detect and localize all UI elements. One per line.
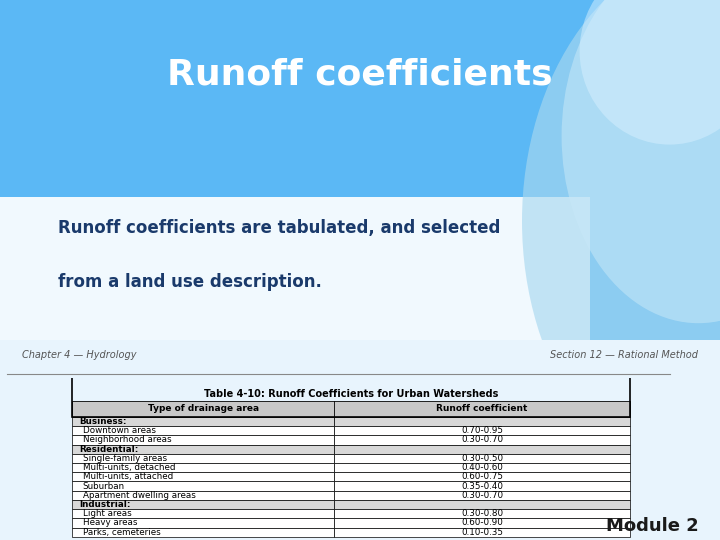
- Text: 0.30-0.80: 0.30-0.80: [461, 509, 503, 518]
- FancyBboxPatch shape: [334, 491, 630, 500]
- FancyBboxPatch shape: [72, 491, 334, 500]
- Text: Multi-units, detached: Multi-units, detached: [83, 463, 175, 472]
- FancyBboxPatch shape: [72, 482, 334, 491]
- Text: Section 12 — Rational Method: Section 12 — Rational Method: [550, 350, 698, 360]
- Text: Chapter 4 — Hydrology: Chapter 4 — Hydrology: [22, 350, 136, 360]
- Text: 0.70-0.95: 0.70-0.95: [461, 426, 503, 435]
- FancyBboxPatch shape: [334, 417, 630, 426]
- FancyBboxPatch shape: [334, 509, 630, 518]
- FancyBboxPatch shape: [72, 417, 334, 426]
- Text: Single-family areas: Single-family areas: [83, 454, 167, 463]
- FancyBboxPatch shape: [72, 435, 334, 444]
- Text: Industrial:: Industrial:: [79, 500, 131, 509]
- FancyBboxPatch shape: [72, 454, 334, 463]
- FancyBboxPatch shape: [72, 401, 630, 417]
- FancyBboxPatch shape: [72, 509, 334, 518]
- Text: Multi-units, attached: Multi-units, attached: [83, 472, 173, 481]
- Text: Light areas: Light areas: [83, 509, 132, 518]
- Text: Downtown areas: Downtown areas: [83, 426, 156, 435]
- Text: 0.30-0.70: 0.30-0.70: [461, 435, 503, 444]
- FancyBboxPatch shape: [72, 500, 334, 509]
- Ellipse shape: [580, 0, 720, 145]
- FancyBboxPatch shape: [334, 426, 630, 435]
- FancyBboxPatch shape: [0, 0, 720, 340]
- FancyBboxPatch shape: [334, 482, 630, 491]
- Text: 0.40-0.60: 0.40-0.60: [462, 463, 503, 472]
- FancyBboxPatch shape: [334, 463, 630, 472]
- Text: Runoff coefficient: Runoff coefficient: [436, 404, 528, 413]
- FancyBboxPatch shape: [0, 197, 590, 340]
- Ellipse shape: [562, 0, 720, 323]
- Text: 0.35-0.40: 0.35-0.40: [461, 482, 503, 490]
- Text: 0.60-0.75: 0.60-0.75: [461, 472, 503, 481]
- FancyBboxPatch shape: [334, 518, 630, 528]
- FancyBboxPatch shape: [72, 444, 334, 454]
- FancyBboxPatch shape: [72, 426, 334, 435]
- Text: from a land use description.: from a land use description.: [58, 273, 321, 292]
- Text: Module 2: Module 2: [606, 517, 698, 535]
- Text: 0.60-0.90: 0.60-0.90: [462, 518, 503, 528]
- Text: Residential:: Residential:: [79, 444, 138, 454]
- FancyBboxPatch shape: [334, 472, 630, 482]
- Text: Suburban: Suburban: [83, 482, 125, 490]
- FancyBboxPatch shape: [334, 528, 630, 537]
- FancyBboxPatch shape: [72, 463, 334, 472]
- Text: 0.30-0.70: 0.30-0.70: [461, 491, 503, 500]
- Text: 0.30-0.50: 0.30-0.50: [461, 454, 503, 463]
- Text: Business:: Business:: [79, 417, 127, 426]
- FancyBboxPatch shape: [334, 500, 630, 509]
- Text: Neighborhood areas: Neighborhood areas: [83, 435, 171, 444]
- Text: Apartment dwelling areas: Apartment dwelling areas: [83, 491, 196, 500]
- Text: Type of drainage area: Type of drainage area: [148, 404, 258, 413]
- Ellipse shape: [522, 0, 720, 494]
- FancyBboxPatch shape: [334, 435, 630, 444]
- Text: Runoff coefficients: Runoff coefficients: [167, 58, 553, 92]
- FancyBboxPatch shape: [72, 528, 334, 537]
- Text: Parks, cemeteries: Parks, cemeteries: [83, 528, 161, 537]
- Text: 0.10-0.35: 0.10-0.35: [461, 528, 503, 537]
- Text: Table 4-10: Runoff Coefficients for Urban Watersheds: Table 4-10: Runoff Coefficients for Urba…: [204, 389, 498, 399]
- Text: Runoff coefficients are tabulated, and selected: Runoff coefficients are tabulated, and s…: [58, 219, 500, 237]
- Text: Heavy areas: Heavy areas: [83, 518, 138, 528]
- FancyBboxPatch shape: [72, 518, 334, 528]
- FancyBboxPatch shape: [334, 454, 630, 463]
- FancyBboxPatch shape: [72, 472, 334, 482]
- FancyBboxPatch shape: [334, 444, 630, 454]
